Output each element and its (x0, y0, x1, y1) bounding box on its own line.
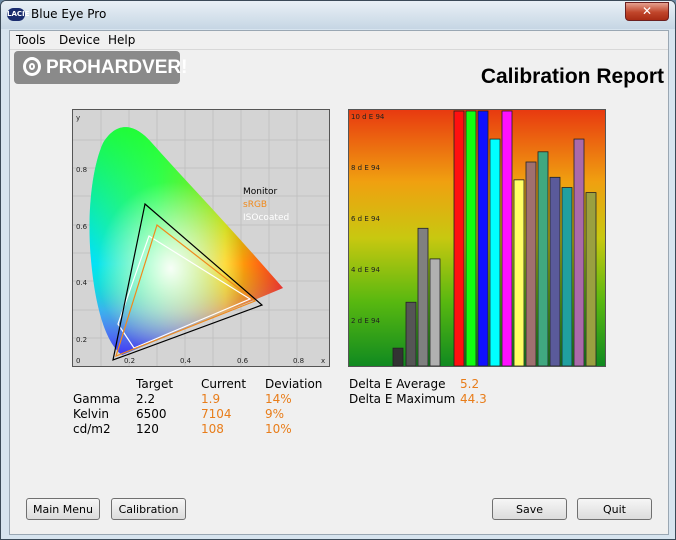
row-gamma-deviation: 14% (265, 392, 292, 406)
calibration-button[interactable]: Calibration (111, 498, 186, 520)
delta-e-bar (537, 151, 549, 366)
logo-mark-icon (23, 57, 41, 76)
delta-e-bar (417, 227, 429, 366)
row-kelvin-target: 6500 (136, 407, 167, 421)
legend-isocoated: ISOcoated (243, 213, 289, 223)
delta-e-bar (585, 192, 597, 366)
delta-maximum-value: 44.3 (460, 392, 487, 406)
delta-e-bar (573, 138, 585, 366)
isocoated-gamut (117, 235, 252, 349)
row-gamma-target: 2.2 (136, 392, 156, 406)
app-icon: LACIE (7, 8, 29, 21)
y-tick: 0.2 (76, 336, 87, 344)
header-deviation: Deviation (265, 377, 323, 391)
x-tick: 0 (76, 357, 80, 365)
delta-e-bar (465, 110, 477, 366)
title-bar[interactable]: LACIE Blue Eye Pro ✕ (1, 1, 675, 29)
srgb-gamut (115, 223, 257, 358)
delta-e-bar (429, 258, 441, 366)
row-luminance-label: cd/m2 (73, 422, 111, 436)
x-tick: 0.6 (237, 357, 249, 365)
delta-maximum-label: Delta E Maximum (349, 392, 456, 406)
quit-button[interactable]: Quit (577, 498, 652, 520)
menu-tools[interactable]: Tools (16, 33, 46, 47)
close-button[interactable]: ✕ (625, 2, 669, 21)
delta-e-chart: 10 d E 94 8 d E 94 6 d E 94 4 d E 94 2 d E 9… (348, 109, 606, 367)
delta-e-bar (405, 301, 417, 366)
menu-bar: Tools Device Help (10, 31, 668, 50)
x-axis-label: x (321, 357, 325, 365)
delta-e-tick-label: 10 d E 94 (351, 113, 385, 121)
y-tick: 0.6 (76, 223, 88, 231)
delta-e-tick-label: 4 d E 94 (351, 266, 380, 274)
legend-srgb: sRGB (243, 200, 267, 210)
row-kelvin-deviation: 9% (265, 407, 285, 421)
y-tick: 0.4 (76, 279, 88, 287)
delta-e-bar (549, 176, 561, 366)
row-kelvin-current: 7104 (201, 407, 232, 421)
delta-e-bar (501, 110, 513, 366)
prohardver-logo: PROHARDVER! (14, 51, 187, 84)
delta-e-bar (525, 161, 537, 366)
menu-help[interactable]: Help (108, 33, 136, 47)
row-kelvin-label: Kelvin (73, 407, 110, 421)
page-title: Calibration Report (480, 65, 664, 88)
header-target: Target (136, 377, 174, 391)
legend-monitor: Monitor (243, 187, 278, 197)
header-current: Current (201, 377, 247, 391)
x-tick: 0.4 (180, 357, 192, 365)
y-axis-label: y (76, 114, 80, 122)
x-tick: 0.8 (293, 357, 304, 365)
white-point-glow (89, 127, 283, 356)
delta-e-bar (453, 110, 465, 366)
window-title: Blue Eye Pro (31, 7, 107, 21)
monitor-gamut (112, 202, 264, 361)
y-tick: 0.8 (76, 166, 87, 174)
delta-average-label: Delta E Average (349, 377, 446, 391)
logo-text: PROHARDVER! (46, 57, 188, 78)
row-luminance-current: 108 (201, 422, 224, 436)
delta-e-tick-label: 2 d E 94 (351, 317, 380, 325)
main-menu-button[interactable]: Main Menu (26, 498, 100, 520)
row-luminance-target: 120 (136, 422, 159, 436)
delta-e-bar (489, 138, 501, 366)
row-luminance-deviation: 10% (265, 422, 292, 436)
delta-e-bar (477, 110, 489, 366)
x-tick: 0.2 (124, 357, 135, 365)
delta-e-tick-label: 6 d E 94 (351, 215, 380, 223)
delta-average-value: 5.2 (460, 377, 480, 391)
delta-e-bar (513, 179, 525, 366)
gamut-chart: Monitor sRGB ISOcoated y x 0.8 0.6 0.4 0… (72, 109, 330, 367)
save-button[interactable]: Save (492, 498, 567, 520)
delta-e-bar (561, 187, 573, 366)
delta-e-tick-label: 8 d E 94 (351, 164, 380, 172)
delta-e-bar (392, 347, 404, 366)
client-area: Tools Device Help PROHARDVER! Calibratio… (9, 30, 669, 535)
row-gamma-label: Gamma (73, 392, 121, 406)
menu-device[interactable]: Device (59, 33, 101, 47)
row-gamma-current: 1.9 (201, 392, 221, 406)
